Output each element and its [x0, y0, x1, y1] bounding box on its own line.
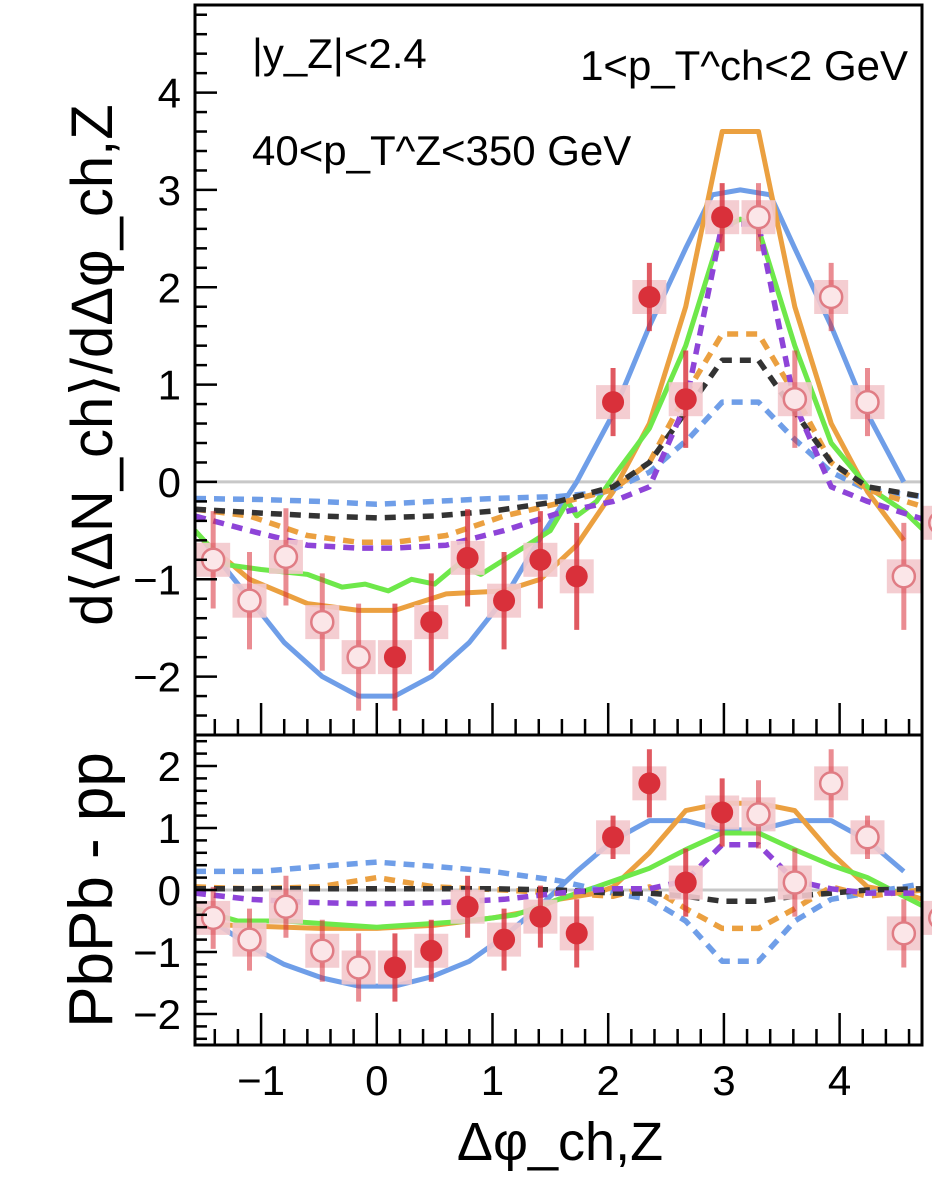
ratio-x-ticks — [213, 1013, 911, 1045]
main-series-blue-dashed — [195, 399, 923, 508]
main-ytick-label: 0 — [158, 459, 181, 506]
data-point-open — [346, 644, 371, 670]
data-point-open — [237, 588, 262, 613]
main-series-black-dashed — [195, 357, 923, 521]
ratio-y-axis-label: PbPb - pp — [57, 752, 126, 1028]
data-point-open — [310, 938, 335, 964]
main-series-data-open — [196, 183, 932, 711]
annotation-trackpt: 1<p_T^ch<2 GeV — [580, 42, 908, 89]
data-point-open — [200, 905, 226, 931]
ratio-series-data-open — [196, 749, 932, 1002]
annotation-zpt: 40<p_T^Z<350 GeV — [252, 127, 631, 174]
ratio-xtick-label: −1 — [237, 1057, 285, 1104]
data-point-open — [746, 802, 771, 827]
x-axis-label: Δφ_ch,Z — [457, 1112, 663, 1172]
data-point — [711, 206, 734, 229]
data-point-open — [855, 825, 880, 850]
data-point-open — [891, 564, 917, 589]
sys-error-box — [923, 900, 932, 935]
data-point — [565, 565, 588, 588]
ratio-panel: −2 −1 0 1 2 −1 0 1 2 3 4 — [133, 733, 932, 1104]
ratio-plot-area — [195, 749, 932, 1002]
ratio-series-purple-dashed — [195, 841, 922, 907]
ratio-xtick-label: 3 — [712, 1057, 735, 1104]
data-point — [674, 388, 697, 411]
data-point — [456, 895, 479, 918]
main-ytick-label: −2 — [133, 654, 181, 701]
data-point — [493, 589, 516, 612]
main-series-orange-solid — [201, 129, 906, 613]
data-point — [565, 922, 588, 945]
svg-text:d⟨ΔN_ch⟩/dΔφ_ch,Z: d⟨ΔN_ch⟩/dΔφ_ch,Z — [60, 104, 125, 625]
data-point — [529, 905, 552, 928]
ratio-ytick-label: 2 — [158, 743, 181, 790]
data-point — [383, 646, 406, 669]
data-point — [383, 956, 406, 979]
ratio-series-blue-dashed — [195, 859, 923, 965]
ratio-ytick-label: 1 — [158, 805, 181, 852]
ratio-xtick-label: 1 — [481, 1057, 504, 1104]
ratio-ytick-label: 0 — [158, 867, 181, 914]
data-point — [456, 546, 479, 569]
data-point-open — [273, 544, 299, 570]
ratio-xtick-label: 4 — [828, 1057, 851, 1104]
main-x-ticks — [213, 703, 911, 735]
main-y-ticks — [195, 13, 217, 737]
data-point — [420, 611, 443, 634]
main-ytick-label: 2 — [158, 264, 181, 311]
ratio-y-ticks — [195, 739, 217, 1041]
ratio-series-data-filled — [377, 749, 740, 1002]
main-plot-area — [195, 129, 932, 711]
main-ytick-label: 4 — [158, 70, 181, 117]
data-point-open — [782, 386, 808, 412]
data-point-open — [746, 204, 771, 230]
ylabel-part: d⟨ΔN_ch⟩/dΔφ_ch,Z — [60, 104, 125, 625]
data-point — [529, 548, 552, 571]
ratio-ytick-label: −1 — [133, 929, 181, 976]
data-point — [602, 391, 625, 414]
ratio-xtick-label: 0 — [365, 1057, 388, 1104]
main-series-data-filled — [377, 183, 740, 711]
ratio-series-black-dashed — [195, 886, 923, 904]
data-point-open — [928, 908, 932, 927]
data-point — [493, 928, 516, 951]
ratio-ytick-label: −2 — [133, 991, 181, 1038]
main-ytick-label: 1 — [158, 362, 181, 409]
data-point — [420, 939, 443, 962]
data-point-open — [310, 609, 335, 635]
main-series-green-solid — [195, 216, 924, 594]
data-point-open — [891, 921, 917, 946]
sys-error-box — [923, 505, 932, 540]
main-series-purple-dashed — [195, 221, 923, 551]
main-ytick-label: 3 — [158, 167, 181, 214]
data-point-open — [346, 955, 371, 980]
data-point-open — [855, 389, 880, 415]
main-panel: −2 −1 0 1 2 3 4 — [133, 3, 932, 737]
data-point-open — [818, 284, 844, 310]
main-ytick-label: −1 — [133, 556, 181, 603]
data-point-open — [818, 771, 844, 796]
ratio-xtick-label: 2 — [597, 1057, 620, 1104]
ratio-ylabel-text: PbPb - pp — [57, 752, 126, 1028]
data-point — [638, 286, 661, 308]
data-point-open — [273, 894, 299, 919]
data-point-open — [237, 927, 262, 952]
data-point-open — [782, 870, 808, 895]
data-point — [674, 871, 697, 894]
main-series-blue-solid — [201, 187, 907, 699]
data-point — [711, 801, 734, 824]
data-point — [638, 772, 661, 795]
data-point — [602, 826, 625, 849]
annotation-rapidity: |y_Z|<2.4 — [252, 30, 427, 77]
main-y-axis-label: d⟨ΔN_ch⟩/dΔφ_ch,Z — [60, 104, 125, 625]
main-series-orange-dashed — [195, 331, 923, 546]
data-point-open — [928, 513, 932, 532]
